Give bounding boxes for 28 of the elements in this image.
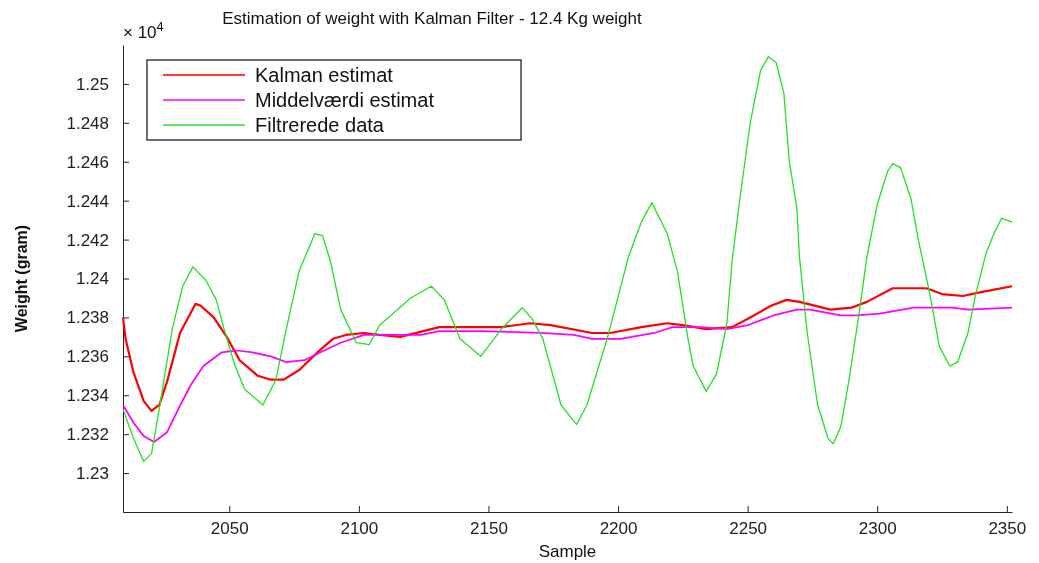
legend-label: Kalman estimat (255, 64, 394, 86)
legend-label: Filtrerede data (255, 114, 385, 136)
x-tick-label: 2050 (210, 519, 249, 539)
x-tick-label: 2300 (858, 519, 897, 539)
y-tick-label: 1.246 (66, 152, 109, 172)
y-tick-label: 1.238 (66, 308, 109, 328)
y-tick-label: 1.244 (66, 191, 109, 211)
x-tick-label: 2250 (729, 519, 768, 539)
x-axis-title: Sample (538, 542, 597, 561)
x-tick-label: 2350 (988, 519, 1027, 539)
y-tick-label: 1.25 (75, 74, 109, 94)
x-tick-label: 2150 (470, 519, 508, 539)
y-axis-title: Weight (gram) (13, 224, 30, 333)
line-series (122, 56, 1013, 463)
line-series (122, 306, 1013, 443)
line-series (121, 285, 1014, 412)
y-tick-label: 1.242 (66, 230, 109, 250)
y-tick-label: 1.232 (66, 425, 109, 445)
y-tick-label: 1.234 (66, 386, 109, 406)
x-tick-label: 2200 (599, 519, 638, 539)
text: × 10$^{4}$ (123, 18, 164, 42)
chart-title: Estimation of weight with Kalman Filter - 12.4 Kg weight (222, 9, 643, 28)
x-tick-label: 2100 (340, 519, 379, 539)
y-tick-label: 1.23 (75, 464, 109, 484)
legend-label: Middelværdi estimat (255, 89, 435, 111)
y-tick-label: 1.236 (66, 347, 109, 367)
y-tick-label: 1.24 (75, 269, 109, 289)
y-tick-label: 1.248 (66, 113, 109, 133)
